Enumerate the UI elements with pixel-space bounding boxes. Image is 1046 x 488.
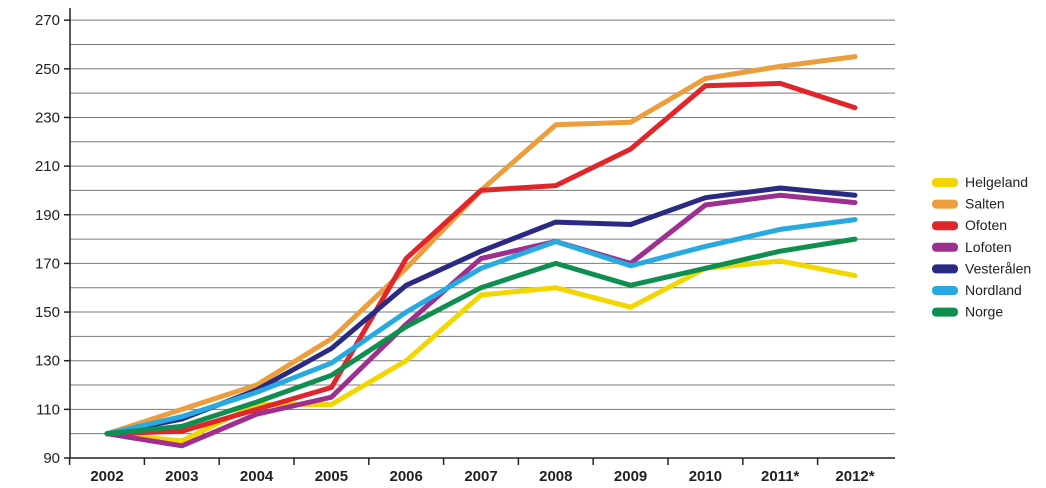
x-tick-label: 2008 [539,468,572,485]
y-tick-label: 210 [35,158,60,175]
series-line-nordland [104,217,858,437]
gridlines [70,19,895,435]
legend-label-norge: Norge [965,304,1003,320]
legend-swatch-ofoten [932,221,958,231]
series-line-ofoten [104,80,858,437]
x-tick-label: 2002 [90,468,123,485]
legend: Helgeland Salten Ofoten Lofoten Vesterålen No… [932,174,1031,320]
y-tick-label: 90 [43,450,60,467]
x-tick-label: 2007 [464,468,497,485]
y-tick-label: 270 [35,12,60,29]
legend-swatch-salten [932,199,958,209]
legend-label-nordland: Nordland [965,282,1022,298]
x-tick-label: 2012* [835,468,874,485]
legend-label-ofoten: Ofoten [965,217,1007,233]
series-line-salten [104,54,858,437]
x-tick-label: 2003 [165,468,198,485]
legend-label-lofoten: Lofoten [965,239,1012,255]
legend-swatch-nordland [932,286,958,295]
x-tick-label: 2010 [689,468,722,485]
y-tick-label: 170 [35,255,60,272]
y-tick-label: 110 [36,401,60,418]
series-line-norge [104,236,858,437]
y-tick-label: 250 [35,61,60,78]
y-tick-label: 150 [35,304,60,321]
legend-swatch-lofoten [932,242,958,252]
x-tick-label: 2005 [315,468,348,485]
legend-swatch-helgeland [932,178,958,187]
x-tick-label: 2011* [761,468,800,485]
x-tick-label: 2009 [614,468,647,485]
axes: 90 110 130 150 170 190 210 230 250 270 2002 2003 200… [35,8,895,485]
y-tick-label: 130 [35,353,60,370]
x-tick-label: 2006 [390,468,423,485]
legend-label-vester-len: Vesterålen [965,260,1031,276]
legend-swatch-norge [932,307,958,317]
series-line-lofoten [104,192,858,449]
legend-swatch-vester-len [932,264,958,274]
y-tick-label: 190 [35,207,60,224]
y-tick-label: 230 [35,109,60,126]
x-tick-label: 2004 [240,468,274,485]
legend-label-helgeland: Helgeland [965,174,1028,190]
legend-label-salten: Salten [965,196,1005,212]
series-lines [104,54,858,449]
